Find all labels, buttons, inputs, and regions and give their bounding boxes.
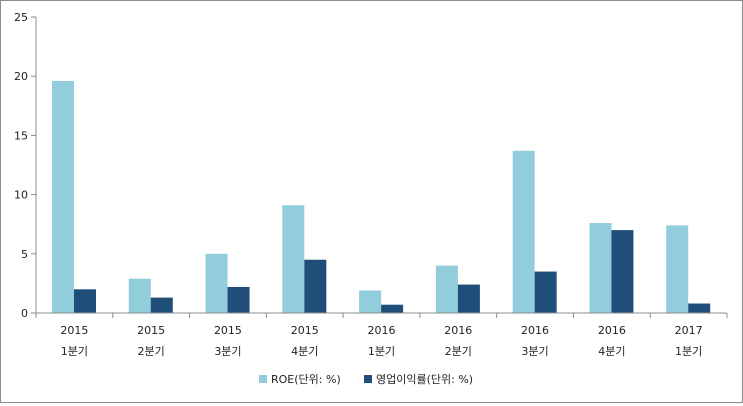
bar-roe: [282, 205, 305, 313]
legend-label: ROE(단위: %): [271, 373, 341, 386]
legend-swatch: [259, 375, 267, 383]
x-category-quarter: 4분기: [291, 345, 318, 358]
x-category-year: 2016: [444, 324, 472, 337]
y-tick-label: 0: [21, 307, 28, 320]
y-axis: 0 5 10 15 20 25: [14, 11, 37, 320]
x-category-quarter: 3분기: [214, 345, 241, 358]
x-category-quarter: 1분기: [368, 345, 395, 358]
bar-roe: [512, 150, 535, 313]
x-category-year: 2016: [598, 324, 626, 337]
x-category-year: 2015: [137, 324, 165, 337]
x-category-quarter: 4분기: [598, 345, 625, 358]
bar-roe: [359, 290, 382, 313]
bar-operating-margin: [688, 303, 711, 313]
legend-label: 영업이익률(단위: %): [376, 373, 473, 386]
legend: ROE(단위: %) 영업이익률(단위: %): [259, 373, 473, 386]
x-category-year: 2016: [521, 324, 549, 337]
bar-roe: [589, 223, 612, 313]
bar-roe: [666, 225, 689, 313]
y-tick-label: 15: [14, 129, 28, 142]
y-tick-label: 20: [14, 70, 28, 83]
x-axis: 2015 1분기 2015 2분기 2015 3분기 2015 4분기 2016 1분기 2016 2…: [35, 312, 728, 358]
x-category-year: 2015: [214, 324, 242, 337]
bar-operating-margin: [457, 284, 480, 313]
x-category-quarter: 1분기: [675, 345, 702, 358]
bar-operating-margin: [611, 230, 634, 313]
bar-roe: [52, 80, 74, 313]
bar-roe: [435, 265, 458, 313]
x-category-year: 2016: [368, 324, 396, 337]
legend-swatch: [364, 375, 372, 383]
bar-operating-margin: [304, 259, 327, 313]
x-category-quarter: 2분기: [445, 345, 472, 358]
bar-operating-margin: [381, 304, 404, 313]
bar-operating-margin: [150, 297, 173, 313]
x-category-year: 2015: [291, 324, 319, 337]
bar-roe: [128, 278, 151, 313]
bar-operating-margin: [227, 286, 250, 313]
x-category-quarter: 3분기: [521, 345, 548, 358]
y-tick-label: 5: [21, 248, 28, 261]
y-tick-label: 25: [14, 11, 28, 24]
y-tick-label: 10: [14, 189, 28, 202]
bar-operating-margin: [534, 271, 557, 313]
bar-operating-margin: [74, 289, 96, 313]
bar-roe: [205, 253, 228, 313]
x-category-year: 2015: [60, 324, 88, 337]
x-category-year: 2017: [675, 324, 703, 337]
x-category-quarter: 2분기: [138, 345, 165, 358]
x-category-quarter: 1분기: [61, 345, 88, 358]
bars: [52, 80, 711, 313]
